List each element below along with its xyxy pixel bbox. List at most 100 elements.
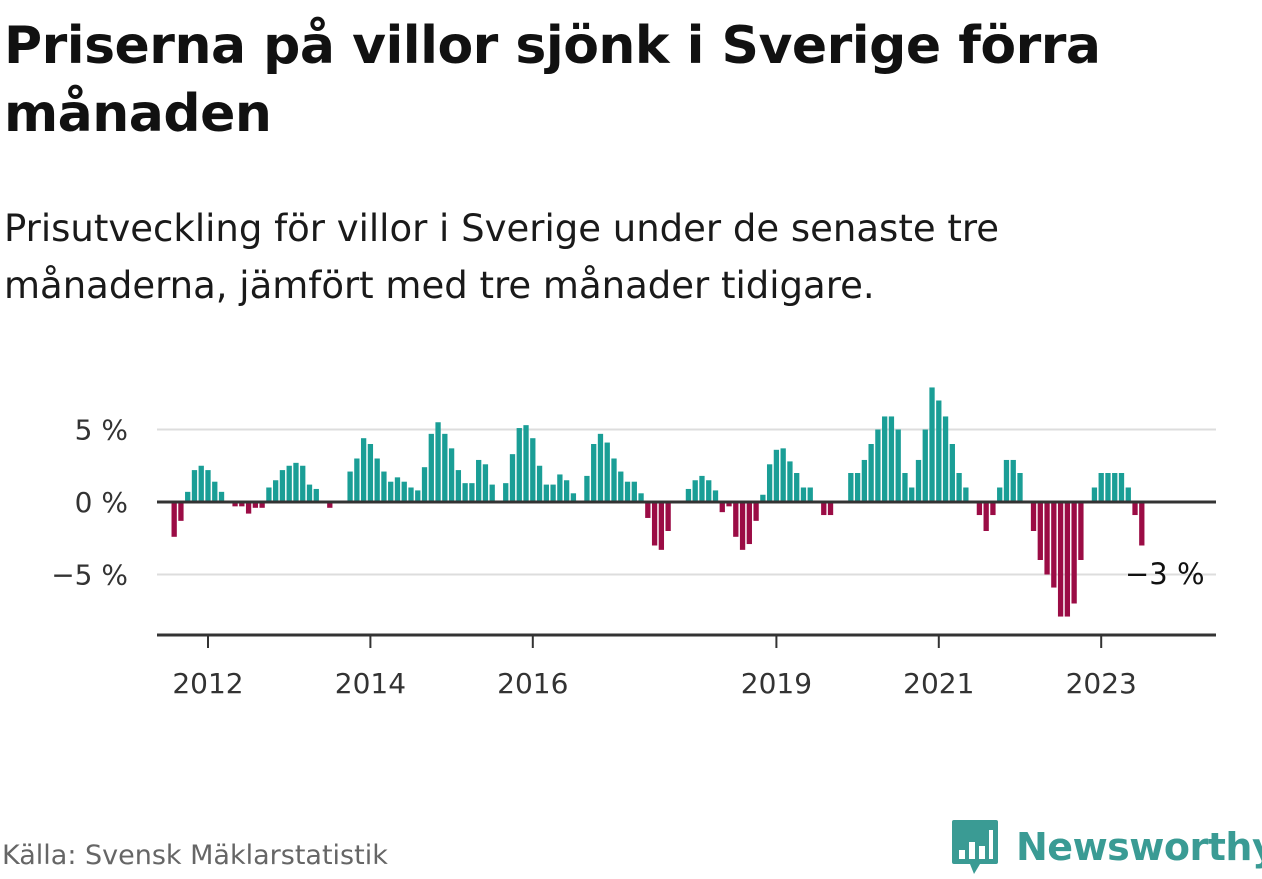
bar — [252, 502, 259, 508]
bars — [171, 387, 1145, 617]
bar — [624, 481, 631, 502]
bar — [239, 502, 245, 507]
source-note: Källa: Svensk Mäklarstatistik — [2, 840, 388, 871]
bar — [347, 471, 353, 502]
bar — [388, 481, 394, 502]
bar — [503, 483, 509, 502]
bar — [550, 484, 556, 502]
bar — [421, 467, 428, 502]
bar — [313, 488, 319, 502]
bar — [1105, 473, 1111, 502]
bar — [915, 459, 922, 502]
bar — [354, 458, 360, 502]
bar — [428, 433, 434, 502]
bar — [367, 444, 374, 502]
bar — [773, 449, 780, 502]
chart-subtitle: Prisutveckling för villor i Sverige unde… — [4, 207, 1000, 307]
y-tick-label: 5 % — [75, 414, 128, 447]
bar — [435, 422, 441, 502]
bar — [766, 464, 773, 502]
bar — [618, 471, 624, 502]
bar — [787, 461, 793, 502]
bar — [543, 484, 549, 502]
bar — [178, 502, 184, 521]
bar — [442, 433, 448, 502]
bar — [259, 502, 265, 508]
bar — [712, 490, 719, 502]
bar — [415, 490, 421, 502]
bar — [1071, 502, 1077, 604]
bar — [563, 480, 570, 502]
brand-name: Newsworthy — [1016, 825, 1262, 869]
bar — [1091, 487, 1098, 502]
x-tick-label: 2021 — [903, 667, 974, 700]
bar — [530, 438, 536, 502]
chart-title: Priserna på villor sjönk i Sverige förra… — [4, 16, 1101, 144]
bar — [827, 502, 834, 516]
bar — [1003, 459, 1010, 502]
bar — [936, 400, 942, 502]
x-tick-label: 2023 — [1066, 667, 1137, 700]
bar — [611, 458, 617, 502]
bar — [800, 487, 807, 502]
bar — [733, 502, 739, 537]
bar — [739, 502, 746, 550]
bar — [821, 502, 827, 516]
bar — [171, 502, 177, 537]
bar — [482, 464, 489, 502]
gridlines — [157, 428, 1216, 576]
bar — [374, 458, 380, 502]
bar — [191, 470, 198, 502]
bar — [300, 465, 306, 502]
bar — [306, 484, 313, 502]
bar — [1037, 502, 1043, 560]
bar — [1098, 473, 1104, 502]
bar — [861, 459, 868, 502]
bar — [706, 480, 712, 502]
bar — [651, 502, 658, 546]
bar — [557, 474, 563, 502]
bar — [509, 454, 516, 502]
bar — [780, 448, 786, 502]
bar-chart-speech-icon — [952, 820, 998, 874]
bar-chart: 5 % 0 % −5 % 2012 2014 2016 2019 2021 2023 −3 % — [51, 387, 1216, 700]
bar — [394, 477, 401, 502]
bar — [631, 481, 637, 502]
bar — [1030, 502, 1037, 531]
bar — [245, 502, 252, 514]
bar — [726, 502, 732, 507]
bar — [570, 493, 577, 502]
brand-logo[interactable]: Newsworthy — [950, 818, 1262, 876]
bar — [523, 425, 529, 502]
bar — [1010, 459, 1016, 502]
bar — [807, 487, 813, 502]
bar — [699, 475, 705, 502]
bar — [1064, 502, 1071, 617]
bar — [658, 502, 665, 550]
bar — [882, 416, 888, 502]
bar — [185, 491, 191, 502]
bar — [854, 473, 861, 502]
bar — [753, 502, 759, 521]
bar — [794, 473, 800, 502]
bar — [516, 428, 522, 502]
bar — [381, 471, 387, 502]
bar — [286, 465, 292, 502]
y-tick-label: 0 % — [75, 486, 128, 519]
axes: 5 % 0 % −5 % 2012 2014 2016 2019 2021 2023 — [51, 414, 1216, 700]
last-value-label: −3 % — [1125, 557, 1205, 591]
bar — [685, 488, 692, 502]
x-tick-label: 2012 — [172, 667, 243, 700]
bar — [1132, 502, 1138, 516]
bar — [983, 502, 989, 531]
bar — [1057, 502, 1064, 617]
y-tick-label: −5 % — [51, 559, 128, 592]
bar — [408, 487, 414, 502]
bar — [584, 475, 590, 502]
bar — [929, 387, 935, 502]
bar — [902, 473, 908, 502]
bar — [212, 481, 218, 502]
bar — [401, 481, 407, 502]
bar — [888, 416, 895, 502]
x-tick-label: 2019 — [741, 667, 812, 700]
